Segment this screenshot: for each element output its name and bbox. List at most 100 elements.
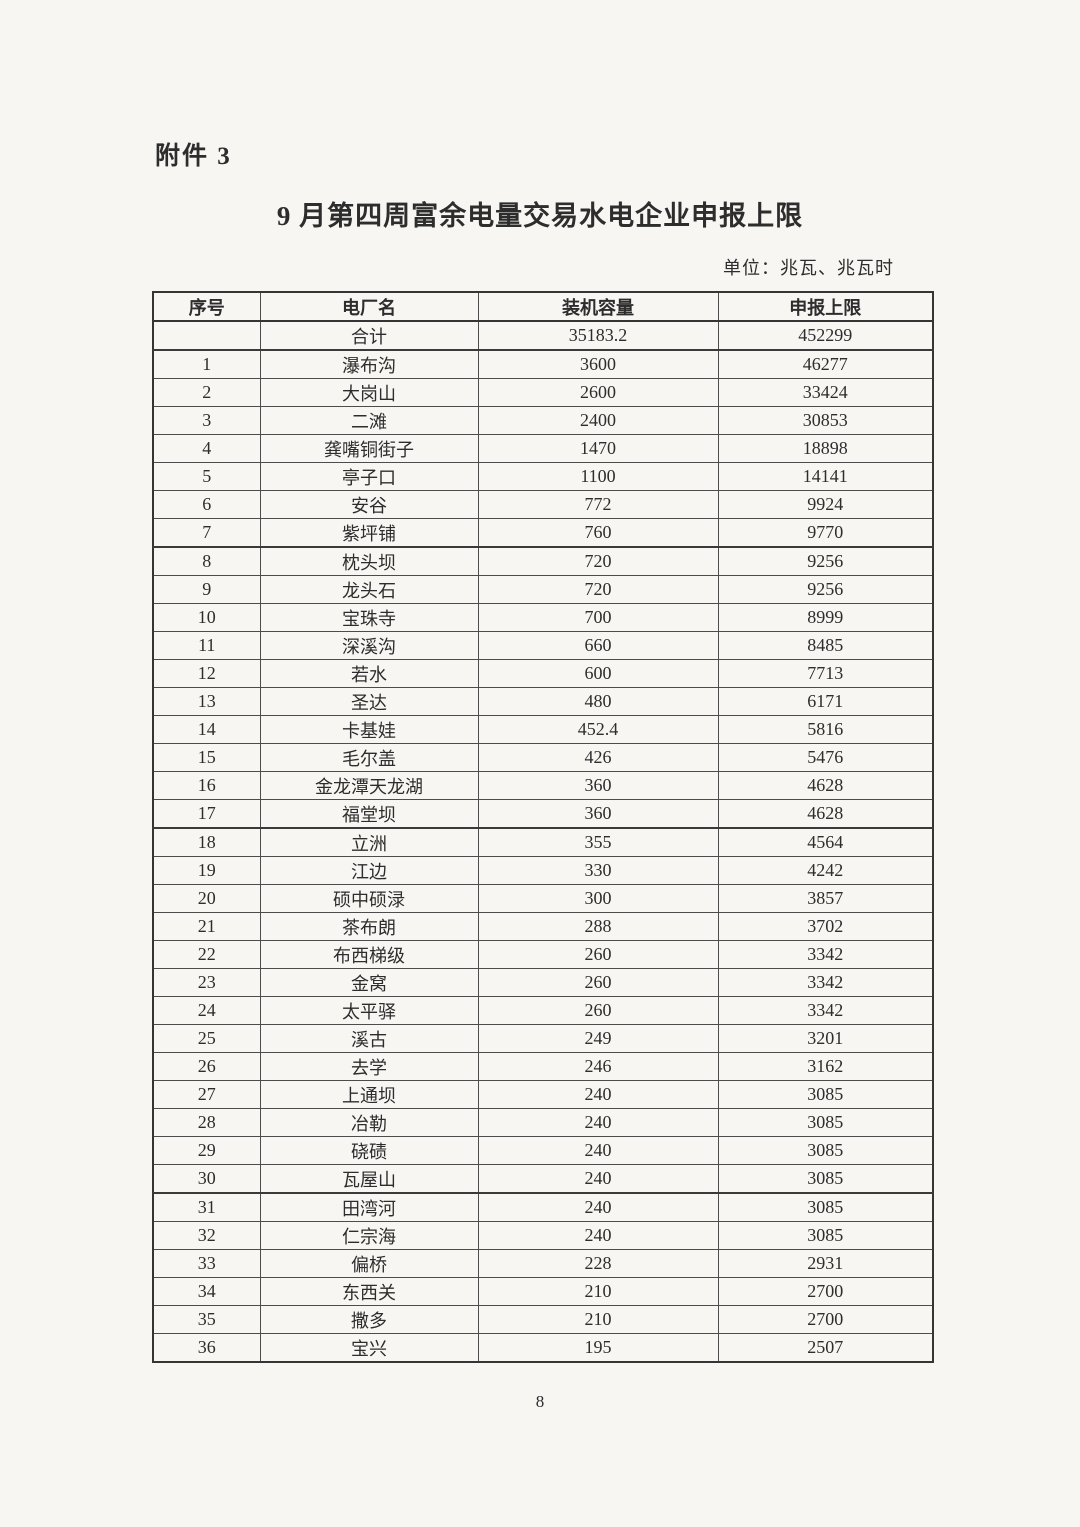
table-cell: 大岗山 xyxy=(259,378,479,407)
col-header-no: 序号 xyxy=(152,291,261,322)
table-cell: 深溪沟 xyxy=(259,631,479,660)
table-cell: 9256 xyxy=(717,546,934,576)
table-cell: 26 xyxy=(152,1052,261,1081)
table-cell: 700 xyxy=(477,603,719,632)
table-row: 2 大岗山 2600 33424 xyxy=(152,378,934,407)
table-cell: 江边 xyxy=(259,856,479,885)
table-cell: 195 xyxy=(477,1333,719,1363)
attachment-label: 附件 3 xyxy=(155,143,232,170)
table-cell: 7 xyxy=(152,518,261,548)
table-cell: 34 xyxy=(152,1277,261,1306)
table-row: 18 立洲 355 4564 xyxy=(152,827,934,857)
table-cell: 210 xyxy=(477,1305,719,1334)
table-cell: 18898 xyxy=(717,434,934,463)
table-cell: 330 xyxy=(477,856,719,885)
table-cell: 25 xyxy=(152,1024,261,1053)
table-cell: 3085 xyxy=(717,1136,934,1165)
table-cell: 9770 xyxy=(717,518,934,548)
table-cell xyxy=(152,320,261,351)
table-row: 31 田湾河 240 3085 xyxy=(152,1192,934,1222)
table-cell: 金窝 xyxy=(259,968,479,997)
table-cell: 228 xyxy=(477,1249,719,1278)
table-cell: 452.4 xyxy=(477,715,719,744)
table-cell: 20 xyxy=(152,884,261,913)
table-cell: 6 xyxy=(152,490,261,519)
table-cell: 30 xyxy=(152,1164,261,1194)
table-row: 30 瓦屋山 240 3085 xyxy=(152,1164,934,1194)
table-row: 19 江边 330 4242 xyxy=(152,856,934,885)
table-cell: 8 xyxy=(152,546,261,576)
table-cell: 龚嘴铜街子 xyxy=(259,434,479,463)
total-row: 合计 35183.2 452299 xyxy=(152,320,934,351)
table-cell: 720 xyxy=(477,575,719,604)
page-title: 9 月第四周富余电量交易水电企业申报上限 xyxy=(276,201,804,231)
table-row: 34 东西关 210 2700 xyxy=(152,1277,934,1306)
table-cell: 30853 xyxy=(717,406,934,435)
table-cell: 3085 xyxy=(717,1108,934,1137)
table-cell: 4564 xyxy=(717,827,934,857)
table-row: 11 深溪沟 660 8485 xyxy=(152,631,934,660)
table-cell: 33 xyxy=(152,1249,261,1278)
table-row: 3 二滩 2400 30853 xyxy=(152,406,934,435)
table-cell: 二滩 xyxy=(259,406,479,435)
table-row: 16 金龙潭天龙湖 360 4628 xyxy=(152,771,934,800)
table-row: 27 上通坝 240 3085 xyxy=(152,1080,934,1109)
table-cell: 9924 xyxy=(717,490,934,519)
table-cell: 260 xyxy=(477,968,719,997)
table-cell: 11 xyxy=(152,631,261,660)
table-cell: 772 xyxy=(477,490,719,519)
table-cell: 仁宗海 xyxy=(259,1221,479,1250)
table-cell: 14 xyxy=(152,715,261,744)
table-cell: 1100 xyxy=(477,462,719,491)
table-row: 28 冶勒 240 3085 xyxy=(152,1108,934,1137)
table-cell: 5 xyxy=(152,462,261,491)
table-cell: 毛尔盖 xyxy=(259,743,479,772)
table-row: 7 紫坪铺 760 9770 xyxy=(152,518,934,548)
table-row: 10 宝珠寺 700 8999 xyxy=(152,603,934,632)
table-cell: 10 xyxy=(152,603,261,632)
table-cell: 240 xyxy=(477,1221,719,1250)
table-cell: 3857 xyxy=(717,884,934,913)
table-cell: 600 xyxy=(477,659,719,688)
table-cell: 240 xyxy=(477,1108,719,1137)
table-cell: 288 xyxy=(477,912,719,941)
table-cell: 12 xyxy=(152,659,261,688)
table-cell: 溪古 xyxy=(259,1024,479,1053)
table-cell: 8999 xyxy=(717,603,934,632)
table-cell: 宝珠寺 xyxy=(259,603,479,632)
table-cell: 去学 xyxy=(259,1052,479,1081)
table-cell: 宝兴 xyxy=(259,1333,479,1363)
table-cell: 36 xyxy=(152,1333,261,1363)
table-row: 13 圣达 480 6171 xyxy=(152,687,934,716)
table-cell: 240 xyxy=(477,1080,719,1109)
table-cell: 210 xyxy=(477,1277,719,1306)
table-cell: 426 xyxy=(477,743,719,772)
table-cell: 360 xyxy=(477,799,719,829)
table-cell: 260 xyxy=(477,940,719,969)
table-row: 33 偏桥 228 2931 xyxy=(152,1249,934,1278)
table-cell: 立洲 xyxy=(259,827,479,857)
table-row: 21 茶布朗 288 3702 xyxy=(152,912,934,941)
col-header-capacity: 装机容量 xyxy=(477,291,719,322)
table-row: 35 撒多 210 2700 xyxy=(152,1305,934,1334)
page-number: 8 xyxy=(535,1392,545,1411)
table-cell: 7713 xyxy=(717,659,934,688)
table-cell: 2 xyxy=(152,378,261,407)
report-table: 序号 电厂名 装机容量 申报上限 合计 35183.2 452299 1 瀑布沟 3600… xyxy=(152,291,934,1363)
table-cell: 3085 xyxy=(717,1164,934,1194)
table-cell: 亭子口 xyxy=(259,462,479,491)
table-cell: 46277 xyxy=(717,349,934,379)
table-cell: 2400 xyxy=(477,406,719,435)
table-row: 20 硕中硕渌 300 3857 xyxy=(152,884,934,913)
table-cell: 圣达 xyxy=(259,687,479,716)
table-row: 4 龚嘴铜街子 1470 18898 xyxy=(152,434,934,463)
table-cell: 480 xyxy=(477,687,719,716)
table-cell: 360 xyxy=(477,771,719,800)
table-cell: 246 xyxy=(477,1052,719,1081)
table-row: 32 仁宗海 240 3085 xyxy=(152,1221,934,1250)
table-cell: 19 xyxy=(152,856,261,885)
table-cell: 720 xyxy=(477,546,719,576)
table-cell: 28 xyxy=(152,1108,261,1137)
table-cell: 3702 xyxy=(717,912,934,941)
